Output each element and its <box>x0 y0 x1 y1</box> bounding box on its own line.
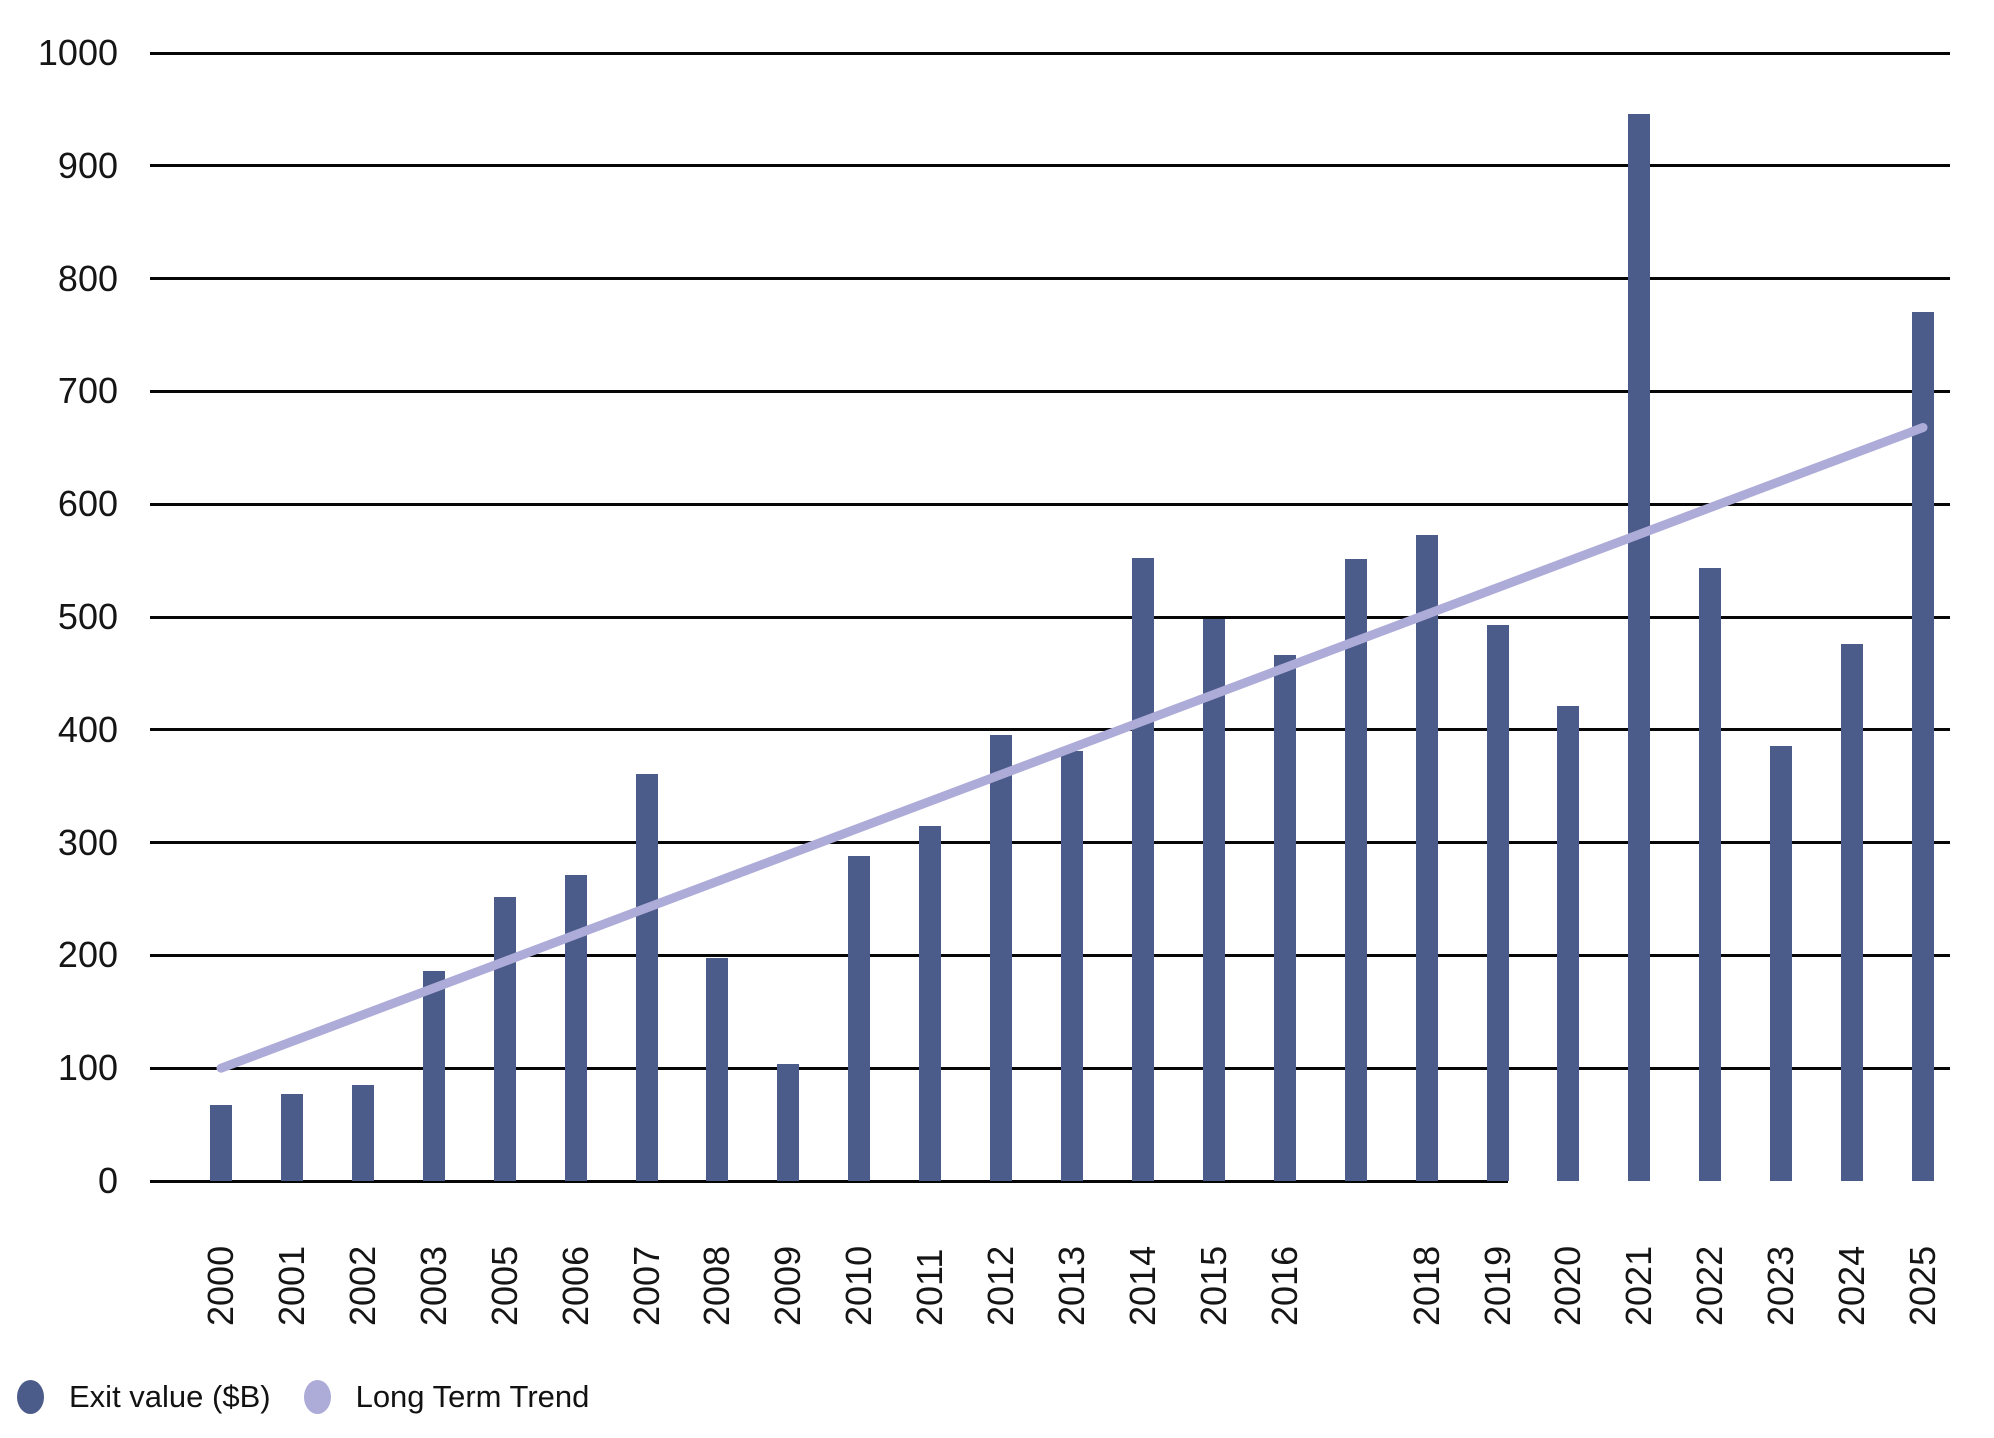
gridline-500 <box>150 615 1950 619</box>
x-tick-2022: 2022 <box>1689 1245 1731 1326</box>
y-tick-400: 400 <box>57 708 118 750</box>
x-tick-2003: 2003 <box>412 1245 454 1326</box>
legend-item-long-term-trend: Long Term Trend <box>303 1379 590 1415</box>
y-tick-1000: 1000 <box>37 32 118 73</box>
y-tick-900: 900 <box>57 144 118 186</box>
x-tick-2019: 2019 <box>1476 1245 1518 1326</box>
x-tick-2010: 2010 <box>838 1245 880 1326</box>
x-tick-2020: 2020 <box>1547 1245 1589 1326</box>
bar-2011 <box>919 825 942 1181</box>
x-tick-2006: 2006 <box>554 1245 596 1326</box>
y-tick-100: 100 <box>57 1047 118 1089</box>
x-tick-2024: 2024 <box>1831 1245 1873 1326</box>
gridline-600 <box>150 502 1950 506</box>
y-tick-600: 600 <box>57 483 118 525</box>
gridline-1000 <box>150 51 1950 55</box>
x-tick-2015: 2015 <box>1192 1245 1234 1326</box>
x-tick-2011: 2011 <box>909 1248 951 1326</box>
y-tick-200: 200 <box>57 934 118 976</box>
y-tick-0: 0 <box>97 1160 118 1201</box>
bar-2006 <box>564 875 587 1181</box>
gridline-900 <box>150 164 1950 168</box>
gridline-400 <box>150 728 1950 732</box>
bar-2024 <box>1841 644 1864 1181</box>
x-tick-2021: 2021 <box>1618 1245 1660 1326</box>
bar-2021 <box>1628 113 1651 1181</box>
x-tick-2007: 2007 <box>625 1245 667 1326</box>
bar-2025 <box>1912 312 1934 1181</box>
bar-2005 <box>493 896 516 1181</box>
x-tick-2005: 2005 <box>483 1245 525 1326</box>
x-tick-2025: 2025 <box>1902 1245 1943 1326</box>
gridline-200 <box>150 953 1950 957</box>
x-tick-2012: 2012 <box>980 1245 1022 1326</box>
gridline-800 <box>150 277 1950 281</box>
gridline-300 <box>150 841 1950 845</box>
legend-label-exit-value: Exit value ($B) <box>69 1379 271 1414</box>
bar-2020 <box>1557 706 1580 1181</box>
bar-2003 <box>422 971 445 1181</box>
y-tick-800: 800 <box>57 257 118 299</box>
legend: Exit value ($B) Long Term Trend <box>17 1379 589 1415</box>
bar-2000 <box>210 1105 232 1181</box>
bar-2009 <box>777 1063 800 1181</box>
x-tick-2018: 2018 <box>1405 1245 1447 1326</box>
bar-2001 <box>280 1094 303 1181</box>
bar-2014 <box>1131 558 1154 1181</box>
y-tick-300: 300 <box>57 821 118 863</box>
bar-2018 <box>1415 534 1438 1181</box>
x-tick-2001: 2001 <box>270 1245 312 1326</box>
bar-unlabeled-16 <box>1344 559 1367 1181</box>
legend-item-exit-value: Exit value ($B) <box>17 1379 271 1415</box>
x-axis-baseline <box>150 1179 1508 1183</box>
bar-2013 <box>1061 751 1083 1181</box>
bar-2007 <box>635 773 658 1181</box>
x-tick-2023: 2023 <box>1760 1245 1802 1326</box>
x-tick-2008: 2008 <box>696 1245 738 1326</box>
bar-2012 <box>990 735 1013 1181</box>
bar-2019 <box>1486 624 1509 1181</box>
bar-2022 <box>1699 568 1722 1181</box>
x-tick-2002: 2002 <box>341 1245 383 1326</box>
bar-2010 <box>848 856 871 1181</box>
x-tick-2014: 2014 <box>1121 1245 1163 1326</box>
y-tick-500: 500 <box>57 596 118 637</box>
bar-2015 <box>1202 619 1225 1181</box>
x-tick-2016: 2016 <box>1263 1245 1305 1326</box>
legend-label-long-term-trend: Long Term Trend <box>355 1379 590 1414</box>
gridline-100 <box>150 1066 1950 1070</box>
bar-2023 <box>1770 745 1793 1181</box>
exit-value-swatch-icon <box>17 1380 44 1414</box>
x-tick-2000: 2000 <box>200 1245 241 1326</box>
y-tick-700: 700 <box>57 370 118 412</box>
bar-2002 <box>351 1085 374 1181</box>
bar-2008 <box>706 957 729 1181</box>
bar-2016 <box>1273 655 1296 1181</box>
gridline-700 <box>150 389 1950 393</box>
x-tick-2013: 2013 <box>1051 1245 1092 1326</box>
long-term-trend-swatch-icon <box>303 1380 331 1414</box>
x-tick-2009: 2009 <box>767 1245 809 1326</box>
